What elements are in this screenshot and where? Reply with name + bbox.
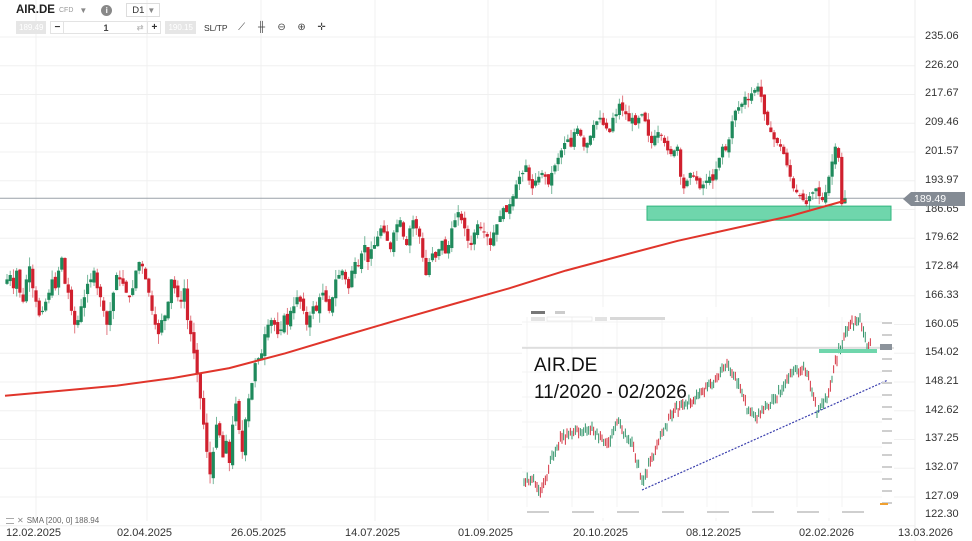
inset-candles bbox=[523, 313, 871, 498]
sma-200-line[interactable] bbox=[4, 199, 847, 397]
inset-date-range: 11/2020 - 02/2026 bbox=[534, 382, 687, 403]
crosshair-icon[interactable]: ✛ bbox=[317, 22, 326, 33]
price-axis-label: 148.21 bbox=[925, 375, 959, 387]
indicator-settings-icon[interactable] bbox=[6, 517, 14, 524]
price-axis-label: 166.33 bbox=[925, 288, 959, 301]
price-axis-label: 226.20 bbox=[925, 58, 959, 71]
time-axis-label: 13.03.2026 bbox=[898, 527, 954, 539]
quantity-input[interactable]: 1 ⇄ bbox=[63, 22, 149, 33]
sltp-button[interactable]: SL/TP bbox=[203, 22, 228, 33]
price-axis-label: 172.84 bbox=[925, 260, 959, 272]
quantity-value: 1 bbox=[103, 23, 109, 33]
candlestick-series bbox=[5, 79, 847, 485]
order-toolbar: 189.49 − 1 ⇄ + 190.15 SL/TP ⟋ ╫ ⊖ ⊕ ✛ bbox=[16, 21, 328, 34]
line-chart-icon[interactable]: ⟋ bbox=[238, 22, 246, 33]
time-axis-label: 01.09.2025 bbox=[458, 527, 514, 539]
time-axis-label: 14.07.2025 bbox=[345, 527, 401, 539]
decrease-quantity-button[interactable]: − bbox=[54, 22, 61, 33]
quantity-stepper[interactable]: − 1 ⇄ + bbox=[50, 21, 162, 34]
time-axis-label: 02.04.2025 bbox=[117, 527, 173, 539]
indicator-remove-icon[interactable]: ✕ bbox=[17, 516, 24, 525]
time-axis-label: 20.10.2025 bbox=[573, 527, 629, 539]
price-axis-label: 201.57 bbox=[925, 144, 959, 157]
symbol-dropdown-icon[interactable]: ▼ bbox=[79, 5, 88, 15]
timeframe-select[interactable]: D1 ▼ bbox=[126, 3, 161, 17]
time-axis-label: 26.05.2025 bbox=[231, 527, 287, 539]
inset-trendline bbox=[641, 379, 889, 491]
price-axis-label: 127.09 bbox=[925, 490, 959, 502]
indicator-legend: ✕ SMA [200, 0] 188.94 bbox=[6, 516, 99, 525]
price-axis-label: 209.46 bbox=[925, 116, 959, 129]
price-axis-label: 179.62 bbox=[925, 231, 959, 244]
price-axis-label: 154.02 bbox=[925, 346, 959, 359]
time-axis-label: 08.12.2025 bbox=[686, 527, 742, 539]
buy-price-button[interactable]: 190.15 bbox=[165, 21, 196, 34]
timeframe-value: D1 bbox=[132, 4, 145, 16]
chevron-down-icon: ▼ bbox=[147, 5, 156, 15]
inset-symbol: AIR.DE bbox=[534, 355, 598, 376]
sell-price-button[interactable]: 189.49 bbox=[16, 21, 47, 34]
price-axis-label: 217.67 bbox=[925, 87, 959, 100]
time-axis-label: 02.02.2026 bbox=[799, 527, 855, 539]
price-axis-label: 160.05 bbox=[925, 317, 959, 330]
instrument-type: CFD bbox=[58, 6, 74, 14]
price-axis-label: 142.62 bbox=[925, 403, 959, 416]
swap-icon[interactable]: ⇄ bbox=[136, 23, 144, 32]
info-icon[interactable]: i bbox=[101, 4, 113, 16]
increase-quantity-button[interactable]: + bbox=[151, 22, 158, 33]
inset-long-term-chart bbox=[522, 307, 894, 518]
time-axis-label: 12.02.2025 bbox=[6, 527, 62, 539]
price-axis-label: 137.25 bbox=[925, 432, 959, 445]
symbol-name[interactable]: AIR.DE bbox=[16, 4, 55, 16]
symbol-header: AIR.DE CFD ▼ i D1 ▼ bbox=[16, 2, 161, 18]
support-zone[interactable] bbox=[646, 205, 892, 221]
price-axis-label: 235.06 bbox=[925, 30, 959, 42]
sma-legend-label: SMA [200, 0] 188.94 bbox=[26, 516, 100, 525]
zoom-out-icon[interactable]: ⊖ bbox=[277, 22, 286, 33]
zoom-in-icon[interactable]: ⊕ bbox=[297, 22, 306, 33]
candlestick-icon[interactable]: ╫ bbox=[258, 22, 266, 33]
inset-title: AIR.DE 11/2020 - 02/2026 bbox=[534, 352, 687, 406]
price-axis-label: 122.30 bbox=[925, 508, 959, 520]
inset-chart-canvas bbox=[522, 311, 894, 513]
price-axis-label: 193.97 bbox=[925, 173, 959, 186]
inset-support-zone bbox=[819, 349, 877, 353]
current-price-tag: 189.49 bbox=[903, 192, 965, 206]
price-axis-label: 132.07 bbox=[925, 461, 959, 474]
